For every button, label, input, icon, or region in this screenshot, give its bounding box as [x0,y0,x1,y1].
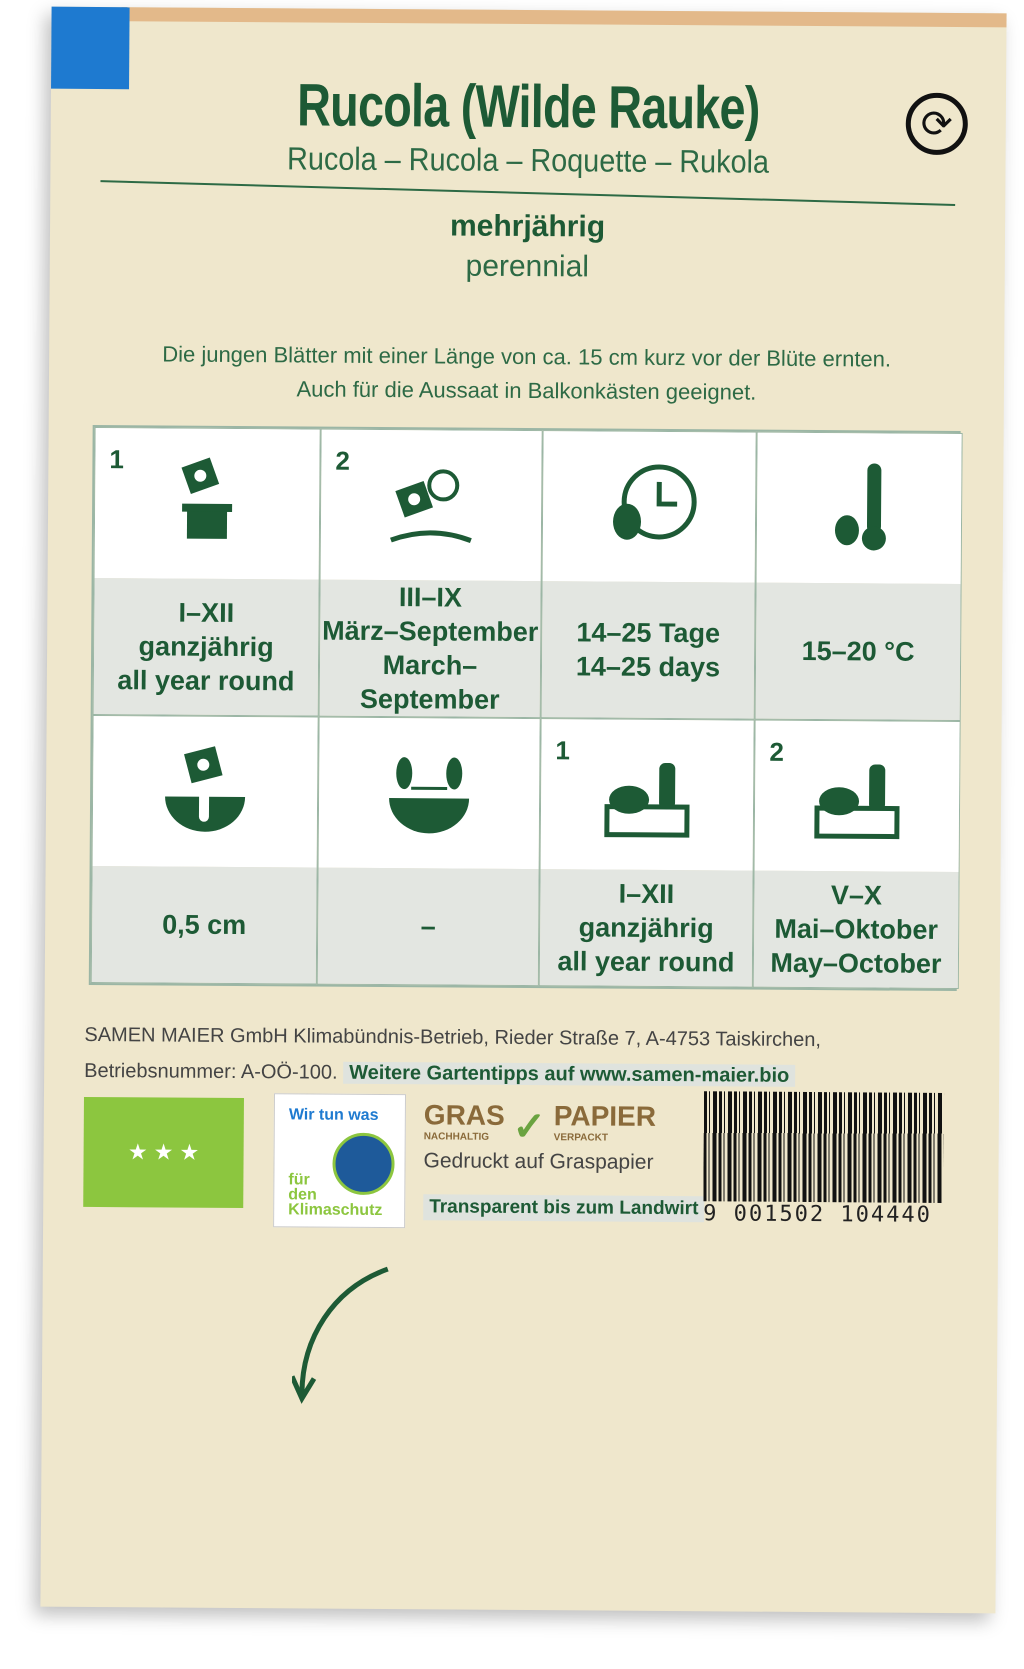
description: Die jungen Blätter mit einer Länge von c… [89,337,964,411]
grid-cell: 15–20 °C [754,431,963,722]
cell-line: I–XII [178,597,235,628]
transparent-slogan: Transparent bis zum Landwirt [423,1194,705,1223]
cell-line: – [420,911,436,942]
checkmark-icon: ✓ [512,1104,547,1150]
curved-arrow-icon [291,1266,389,1404]
gras-text: GRAS [423,1099,505,1131]
barcode: 9 001502 104440 [703,1091,945,1233]
website-tips: Weitere Gartentipps auf www.samen-maier.… [343,1061,796,1087]
lifecycle-en: perennial [465,249,590,284]
description-line: Auch für die Aussaat in Balkonkästen gee… [296,376,757,405]
cell-text: 14–25 Tage 14–25 days [541,581,755,719]
divider [100,180,956,206]
growing-info-grid: 1 I–XII ganzjährig all year round 2 III–IX Mär… [88,424,963,992]
cell-line: March–September [359,650,500,715]
barcode-digits: 9 001502 104440 [703,1201,932,1228]
papier-sub: VERPACKT [553,1132,608,1144]
company-info: SAMEN MAIER GmbH Klimabündnis-Betrieb, R… [84,1017,821,1094]
cell-line: all year round [117,665,295,697]
sowing-depth-icon [92,715,318,868]
registration-number: Betriebsnummer: A-OÖ-100. [84,1059,338,1084]
temperature-icon [756,432,962,585]
cell-line: I–XII [618,878,675,910]
blue-tab [51,6,130,90]
grid-cell: 2 III–IX März–September March–September [318,428,543,719]
cell-text: V–X Mai–Oktober May–October [753,870,959,989]
product-title: Rucola (Wilde Rauke) [296,71,760,142]
gras-sub: NACHHALTIG [423,1131,490,1143]
seed-packet-back: Rucola (Wilde Rauke) Rucola – Rucola – R… [40,6,1007,1614]
germination-clock-icon [542,431,756,583]
cell-text: 15–20 °C [755,582,961,721]
product-subtitle: Rucola – Rucola – Roquette – Rukola [286,140,770,180]
cell-text: I–XII ganzjährig all year round [93,578,319,716]
klima-top-text: Wir tun was [288,1106,379,1124]
grid-cell: 2 V–X Mai–Oktober May–October [752,719,961,990]
cell-line: May–October [770,947,942,979]
cell-number: 2 [769,736,784,767]
cell-line: 14–25 Tage [576,617,721,649]
graspapier-logo: GRAS NACHHALTIG ✓ PAPIER VERPACKT [424,1099,656,1151]
eu-organic-logo: ★ ★ ★ [83,1096,244,1209]
lifecycle-de: mehrjährig [449,209,606,244]
cell-line: V–X [830,880,883,911]
plant-spacing-icon [318,717,540,870]
cell-line: 15–20 °C [801,635,915,667]
cell-line: III–IX [398,582,463,613]
sowing-outdoor-sun-icon [320,429,542,582]
cell-number: 1 [109,444,125,475]
cell-text: III–IX März–September March–September [319,579,541,718]
cell-text: 0,5 cm [91,865,317,984]
sowing-pot-icon [94,428,320,580]
grid-cell: 0,5 cm [90,714,319,985]
description-line: Die jungen Blätter mit einer Länge von c… [162,341,892,372]
globe-icon [332,1132,395,1196]
green-dot-recycle-icon: ⟳ [905,92,969,156]
top-edge [121,7,1007,28]
grid-cell: 1 I–XII ganzjährig all year round [92,426,321,717]
grid-cell: 1 I–XII ganzjährig all year round [538,718,755,988]
cell-text: I–XII ganzjährig all year round [539,869,753,987]
cell-line: ganzjährig [578,912,714,944]
harvest-crate-icon [540,719,754,871]
cell-line: März–September [322,615,539,648]
harvest-crate-icon [754,720,960,873]
cell-number: 1 [555,735,570,766]
cell-number: 2 [335,445,351,476]
printed-on-grass-paper: Gedruckt auf Graspapier [423,1149,654,1174]
barcode-bars [703,1091,945,1203]
company-address: SAMEN MAIER GmbH Klimabündnis-Betrieb, R… [84,1023,822,1052]
grid-cell: – [316,716,541,987]
klimabuendnis-logo: Wir tun was für den Klimaschutz [273,1093,407,1229]
cell-line: all year round [557,946,735,978]
klima-bottom-text: für den Klimaschutz [288,1171,383,1220]
grid-cell: 14–25 Tage 14–25 days [540,430,757,720]
cell-line: Mai–Oktober [774,913,939,945]
cell-line: 0,5 cm [162,909,247,941]
papier-text: PAPIER [553,1100,657,1132]
cell-line: ganzjährig [138,631,274,663]
cell-line: 14–25 days [575,651,721,683]
cell-text: – [317,867,539,986]
